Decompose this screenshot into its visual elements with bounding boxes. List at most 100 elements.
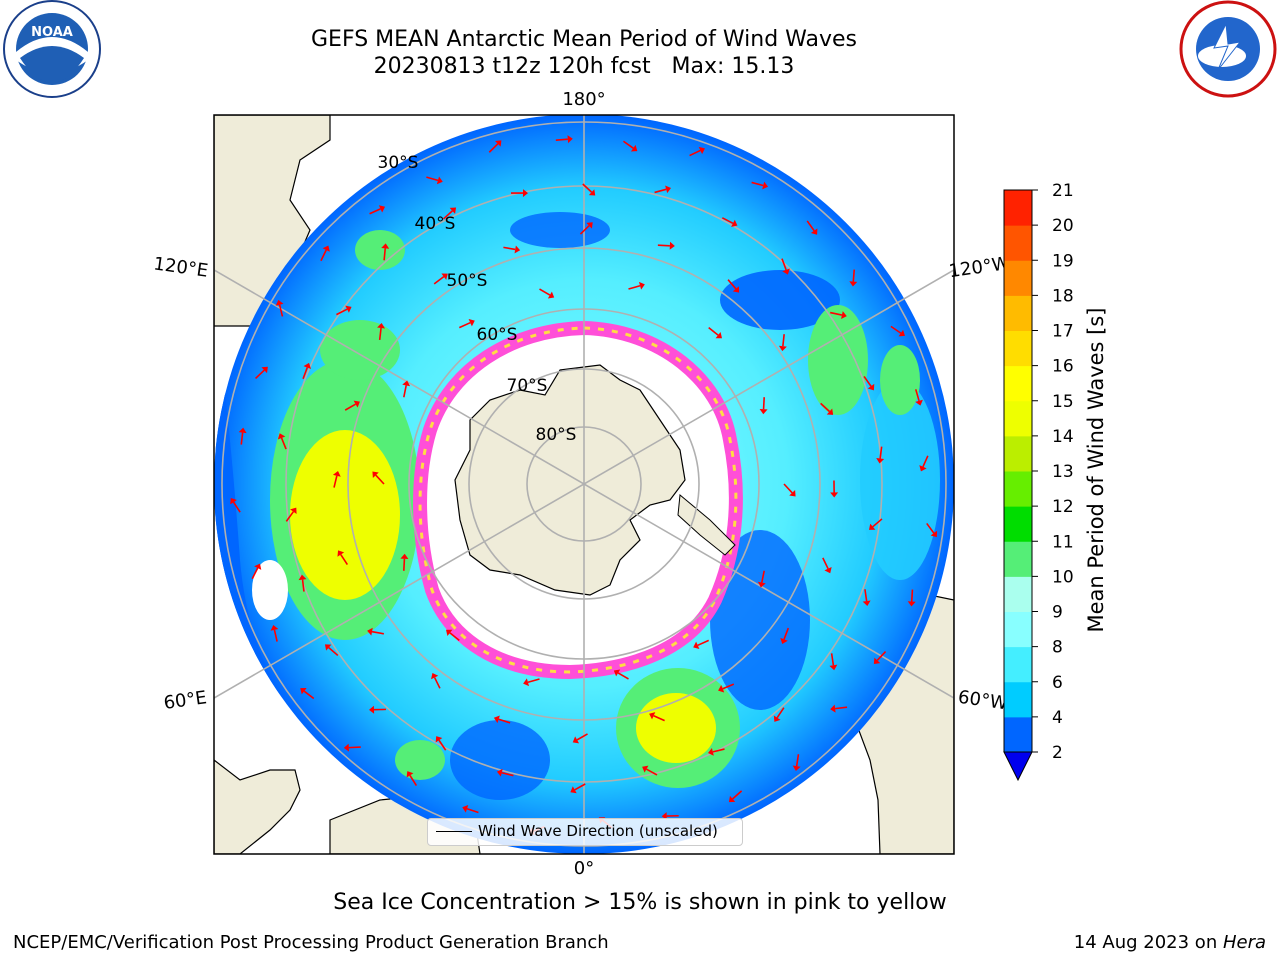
wind-arrow-shaft xyxy=(333,475,338,488)
wind-arrow-head xyxy=(523,678,530,687)
colorbar-band xyxy=(1004,646,1032,683)
wind-arrow-head xyxy=(773,715,781,722)
colorbar-band xyxy=(1004,435,1032,472)
wind-arrow-shaft xyxy=(914,389,920,402)
wind-arrow-shaft xyxy=(371,630,384,635)
wind-arrow-head xyxy=(762,181,769,190)
wind-arrow-head xyxy=(324,644,332,651)
wind-arrow-shaft xyxy=(622,140,634,149)
colorbar-tick-label: 2 xyxy=(1052,743,1063,763)
wind-arrow-head xyxy=(367,627,373,636)
wind-arrow-shaft xyxy=(488,143,499,153)
wind-arrow-head xyxy=(378,205,386,213)
legend-entry: Wind Wave Direction (unscaled) xyxy=(478,822,718,840)
wind-arrow-head xyxy=(303,362,312,369)
wind-arrow-head xyxy=(867,383,875,391)
wind-arrow-shaft xyxy=(240,432,244,445)
wind-arrow-head xyxy=(300,688,307,695)
wind-arrow-shaft xyxy=(708,327,719,336)
lon-label-60e: 60°E xyxy=(162,687,208,714)
wind-arrow-shaft xyxy=(574,783,586,791)
wind-arrow-head xyxy=(332,471,341,477)
wind-arrow-head xyxy=(849,281,858,287)
wind-arrow-shaft xyxy=(576,733,588,741)
wind-arrow-shaft xyxy=(890,325,902,334)
colorbar-band xyxy=(1004,365,1032,402)
wind-arrow-head xyxy=(436,176,443,185)
wind-arrow-head xyxy=(369,705,375,714)
wind-arrow-shaft xyxy=(301,579,305,592)
wind-arrow-shaft xyxy=(501,771,514,777)
wind-arrow-head xyxy=(718,685,725,693)
wind-arrow-head xyxy=(642,765,649,773)
colorbar: 2 4 6 8 9 10 11 12 13 14 15 16 17 18 19 20 21 xyxy=(1003,181,1074,782)
wind-arrow-shaft xyxy=(830,653,835,666)
colorbar-tick-label: 4 xyxy=(1052,708,1063,728)
wind-arrow-shaft xyxy=(776,707,785,719)
colorbar-tick-label: 13 xyxy=(1052,462,1074,482)
colorbar-band xyxy=(1004,716,1032,753)
lon-label-0: 0° xyxy=(574,858,594,879)
colorbar-band xyxy=(1004,541,1032,577)
wind-arrow-head xyxy=(759,409,768,415)
wind-arrow-shaft xyxy=(409,774,418,786)
wind-arrow-head xyxy=(665,185,672,194)
colorbar-tick-label: 20 xyxy=(1052,216,1074,236)
colorbar-band xyxy=(1004,295,1032,331)
wind-arrow-head xyxy=(343,743,349,752)
wind-arrow-shaft xyxy=(922,455,929,468)
wind-arrow-shaft xyxy=(657,244,670,247)
wind-arrow-head xyxy=(757,581,766,588)
colorbar-tick-label: 17 xyxy=(1052,322,1074,342)
wind-arrow-shaft xyxy=(378,327,382,341)
wind-arrow-head xyxy=(810,228,818,235)
wind-arrow-shaft xyxy=(830,311,843,316)
wind-arrow-shaft xyxy=(498,718,511,724)
wind-arrow-head xyxy=(514,245,521,254)
wind-arrow-head xyxy=(862,600,871,607)
wind-arrow-shaft xyxy=(303,690,315,700)
wind-arrow-shaft xyxy=(876,651,887,661)
wind-arrow-shaft xyxy=(438,739,447,751)
wind-arrow-head xyxy=(830,704,836,713)
wind-arrow-shaft xyxy=(348,746,361,749)
wind-arrow-head xyxy=(638,281,645,290)
lat-label-70s: 70°S xyxy=(507,376,548,396)
wind-arrow-shaft xyxy=(782,334,785,347)
wind-arrow-shaft xyxy=(539,288,551,296)
wind-arrow-head xyxy=(715,331,722,339)
colorbar-band xyxy=(1004,471,1032,507)
wind-arrow-head xyxy=(869,523,876,530)
colorbar-band xyxy=(1004,400,1032,437)
colorbar-tick-label: 8 xyxy=(1052,638,1063,658)
wind-arrow-head xyxy=(298,574,307,581)
wind-arrow-shaft xyxy=(654,188,667,194)
wind-arrow-shaft xyxy=(344,403,356,411)
wind-arrow-shaft xyxy=(783,483,793,494)
wind-arrow-head xyxy=(275,299,284,306)
wind-arrow-shaft xyxy=(555,138,568,141)
wind-arrow-shaft xyxy=(628,284,641,290)
wind-arrow-head xyxy=(930,530,938,538)
wind-arrow-head xyxy=(630,144,638,152)
wind-arrow-head xyxy=(449,207,457,214)
colorbar-tick-label: 12 xyxy=(1052,497,1074,517)
wind-arrow-shaft xyxy=(872,518,883,528)
noaa-logo: NOAA xyxy=(3,0,101,98)
wind-arrow-shaft xyxy=(340,554,349,566)
wind-arrow-head xyxy=(782,268,790,275)
wind-arrow-head xyxy=(337,550,345,557)
colorbar-tick-label: 11 xyxy=(1052,532,1074,552)
wind-arrow-head xyxy=(495,140,502,147)
wind-arrow-shaft xyxy=(806,220,815,232)
colorbar-band xyxy=(1004,330,1032,367)
wind-arrow-head xyxy=(613,669,621,677)
footer-date-text: 14 Aug 2023 on xyxy=(1073,932,1223,953)
wind-arrow-head xyxy=(377,323,386,329)
colorbar-label: Mean Period of Wind Waves [s] xyxy=(1084,307,1108,633)
colorbar-tick-label: 21 xyxy=(1052,181,1074,201)
wind-arrow-shaft xyxy=(320,249,327,262)
wind-arrow-shaft xyxy=(302,367,309,380)
plot-title: GEFS MEAN Antarctic Mean Period of Wind … xyxy=(311,27,857,52)
colorbar-band xyxy=(1004,506,1032,542)
